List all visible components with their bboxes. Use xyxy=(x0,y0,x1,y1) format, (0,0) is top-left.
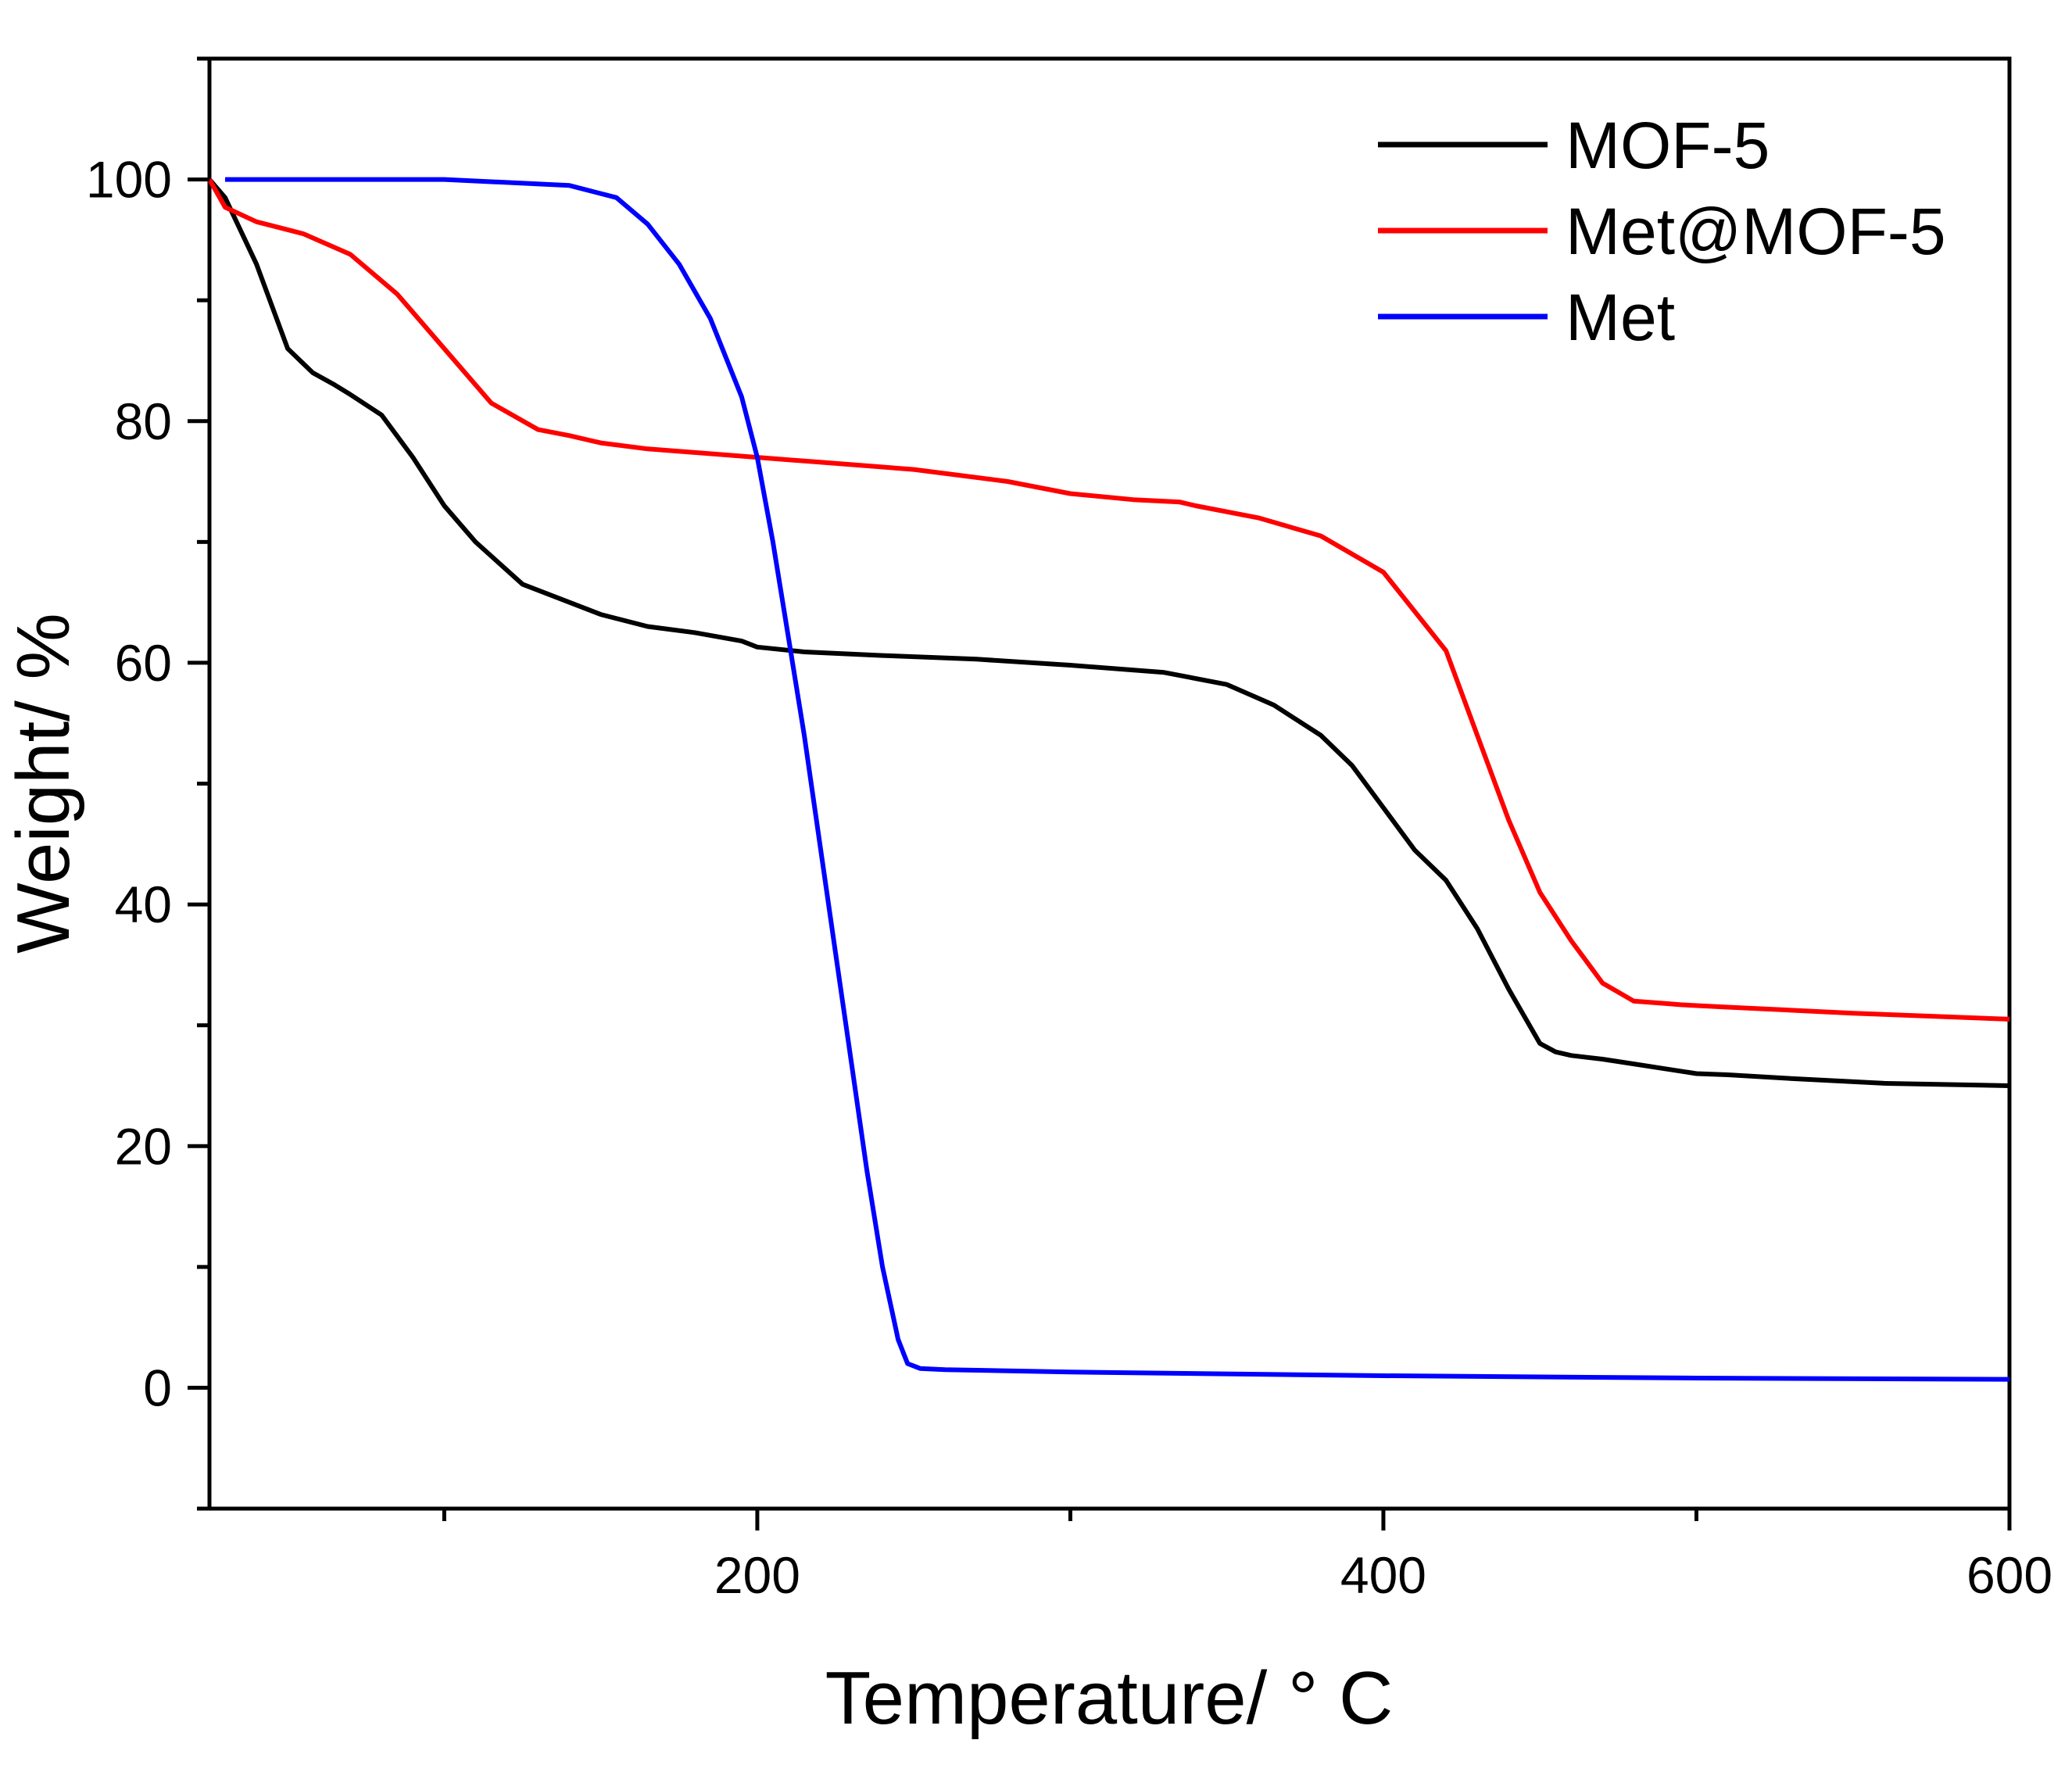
legend-label: MOF-5 xyxy=(1566,109,1770,182)
legend: MOF-5 Met@MOF-5 Met xyxy=(1378,109,1946,354)
legend-label: Met xyxy=(1566,281,1675,354)
plot-frame xyxy=(207,56,2012,1511)
x-tick-label: 600 xyxy=(1966,1546,2052,1604)
y-tick-label: 60 xyxy=(115,634,172,692)
series-line-met xyxy=(225,177,2010,1382)
y-axis-title: Weight/ % xyxy=(2,613,85,954)
x-tick-label: 400 xyxy=(1340,1546,1426,1604)
x-tick-label: 200 xyxy=(714,1546,800,1604)
series-layer xyxy=(207,177,2010,1382)
x-axis-ticks: 200 400 600 xyxy=(442,1509,2052,1604)
series-line-met-mof-5 xyxy=(207,178,2010,1022)
y-tick-label: 100 xyxy=(86,151,172,209)
y-axis-ticks: 0 20 40 60 80 100 xyxy=(86,56,209,1511)
legend-label: Met@MOF-5 xyxy=(1566,195,1946,268)
y-tick-label: 40 xyxy=(115,875,172,933)
y-tick-label: 0 xyxy=(143,1359,172,1416)
y-tick-label: 20 xyxy=(115,1117,172,1175)
x-axis-title: Temperature/ ° C xyxy=(825,1656,1394,1740)
series-line-mof-5 xyxy=(207,177,2010,1088)
y-tick-label: 80 xyxy=(115,392,172,450)
